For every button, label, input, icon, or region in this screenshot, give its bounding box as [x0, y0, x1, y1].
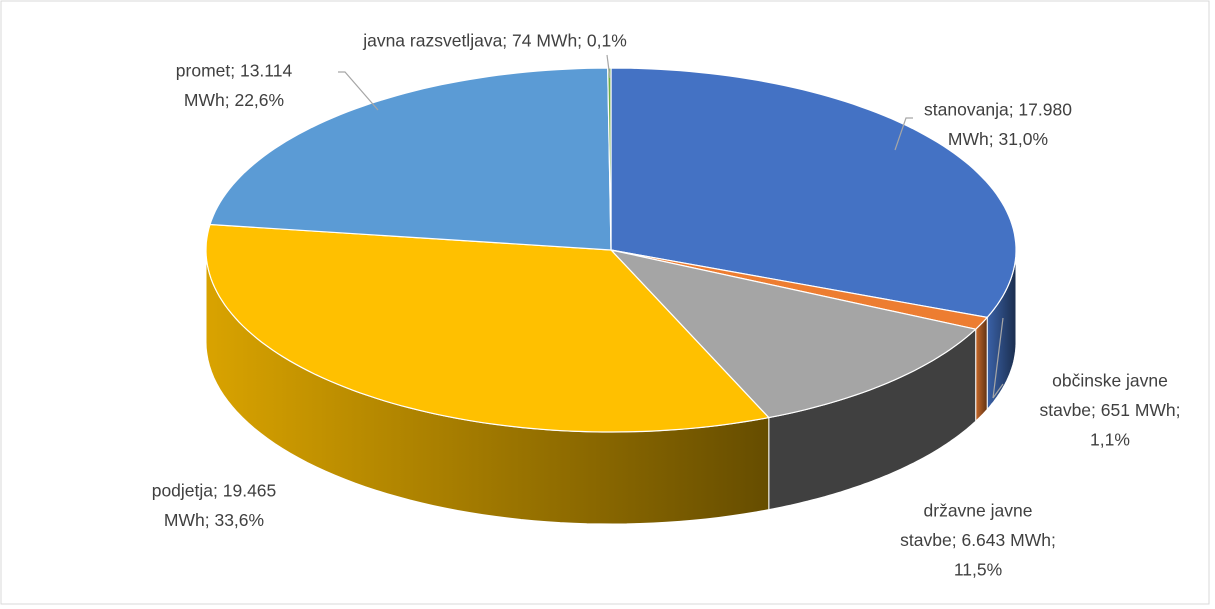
slice [607, 67, 612, 251]
leader-line [606, 54, 611, 79]
leader-line [992, 317, 1004, 399]
data-label: javna razsvetljava; 74 MWh; 0,1% [362, 31, 627, 51]
data-label: MWh; 22,6% [184, 90, 284, 110]
slice [609, 249, 977, 419]
data-label: 11,5% [954, 560, 1002, 580]
data-label: 1,1% [1090, 430, 1130, 450]
data-label: podjetja; 19.465 [152, 481, 277, 501]
slice [209, 67, 612, 251]
data-label: državne javne [924, 501, 1033, 521]
data-label: MWh; 33,6% [164, 510, 264, 530]
leader-line [894, 117, 913, 151]
slice [610, 67, 1017, 319]
data-label: MWh; 31,0% [948, 129, 1048, 149]
data-label: stanovanja; 17.980 [924, 100, 1072, 120]
slice-side [975, 316, 988, 423]
data-label: stavbe; 651 MWh; [1039, 400, 1180, 420]
slice [205, 223, 770, 433]
data-label: stavbe; 6.643 MWh; [900, 530, 1056, 550]
data-label: občinske javne [1052, 371, 1168, 391]
data-label: promet; 13.114 [176, 61, 293, 81]
leader-line [338, 71, 379, 111]
